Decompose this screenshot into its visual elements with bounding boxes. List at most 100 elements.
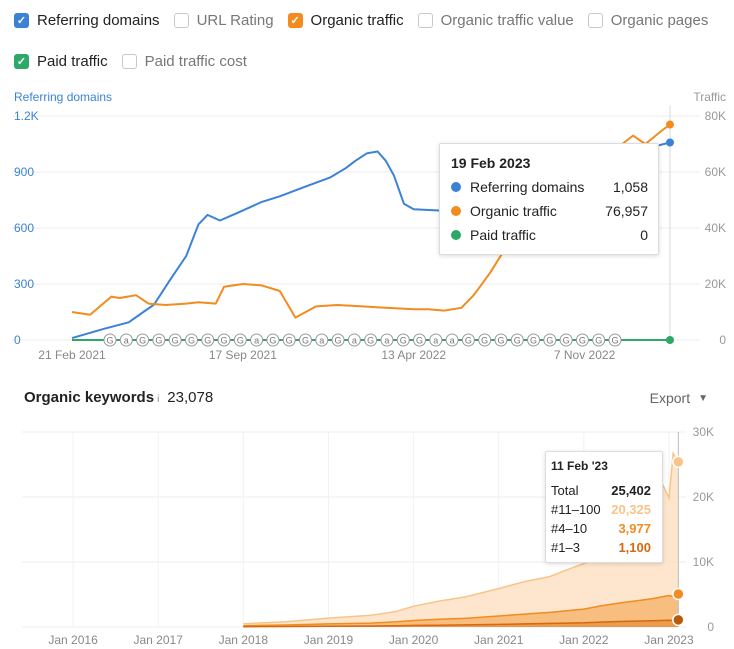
organic-keywords-header: Organic keywords i 23,078	[24, 389, 213, 406]
x-tick-label: Jan 2017	[134, 633, 184, 647]
x-tick-label: Jan 2023	[644, 633, 694, 647]
annotation-marker	[168, 333, 182, 347]
annotation-marker	[543, 333, 557, 347]
organic-keywords-title: Organic keywords	[24, 389, 155, 406]
paid-traffic-dot-icon	[451, 230, 461, 240]
option-referring-domains[interactable]: ✓ Referring domains	[14, 12, 160, 29]
tooltip-row-value: 1,058	[612, 179, 648, 195]
tooltip-row-name: #4–10	[551, 521, 588, 536]
series-end-point-referring-domains	[666, 138, 674, 147]
option-paid-traffic-cost[interactable]: Paid traffic cost	[121, 53, 247, 70]
tooltip-row-value: 3,977	[618, 521, 651, 536]
annotation-marker	[380, 333, 394, 347]
checkbox-checked-icon[interactable]: ✓	[14, 13, 29, 28]
annotation-marker-label: a	[254, 336, 259, 346]
annotation-marker	[119, 333, 133, 347]
annotation-marker-label: G	[563, 336, 570, 346]
tooltip-row-value: 1,100	[618, 540, 651, 555]
checkbox-unchecked-icon[interactable]	[417, 13, 433, 28]
checkbox-unchecked-icon[interactable]	[587, 13, 603, 28]
export-button[interactable]: Export ▼	[650, 390, 708, 406]
series-options-row-2: ✓ Paid traffic Paid traffic cost	[14, 53, 261, 70]
tooltip-row-value: 76,957	[605, 203, 648, 219]
x-tick-label: 21 Feb 2021	[38, 348, 106, 362]
checkbox-checked-icon[interactable]: ✓	[287, 13, 303, 28]
tooltip-row-name: Organic traffic	[470, 203, 557, 219]
checkbox-unchecked-icon[interactable]	[121, 54, 137, 69]
x-tick-label: Jan 2021	[474, 633, 524, 647]
option-paid-traffic[interactable]: ✓ Paid traffic	[14, 53, 108, 70]
annotation-marker-label: G	[172, 336, 179, 346]
y-tick-label: 0	[707, 620, 714, 634]
option-organic-pages[interactable]: Organic pages	[587, 12, 708, 29]
tooltip-row-name: #11–100	[551, 502, 601, 517]
tooltip-row-paid-traffic: Paid traffic 0	[451, 227, 648, 243]
tooltip-row-name: Total	[551, 483, 579, 498]
x-tick-label: Jan 2022	[559, 633, 609, 647]
top-line-chart[interactable]: 1.2K 900 600 300 0 80K 60K 40K 20K 0 21 Feb 2021 17…	[0, 0, 734, 380]
option-url-rating[interactable]: URL Rating	[173, 12, 274, 29]
right-tick-label: 20K	[705, 277, 726, 291]
annotation-marker	[445, 333, 459, 347]
top-chart-tooltip: 19 Feb 2023 Referring domains 1,058 Orga…	[439, 143, 659, 255]
annotation-marker-label: G	[611, 336, 618, 346]
annotation-marker-label: G	[546, 336, 553, 346]
annotation-marker-label: G	[269, 336, 276, 346]
annotation-marker	[298, 333, 312, 347]
annotation-marker	[152, 333, 166, 347]
annotation-marker	[331, 333, 345, 347]
y-tick-label: 10K	[693, 555, 714, 569]
annotation-marker-label: G	[335, 336, 342, 346]
annotation-marker-label: G	[204, 336, 211, 346]
annotation-marker	[478, 333, 492, 347]
annotation-marker-label: a	[352, 336, 357, 346]
left-tick-label: 600	[14, 221, 34, 235]
right-tick-label: 40K	[705, 221, 726, 235]
keywords-tooltip: 11 Feb '23 Total 25,402 #11–100 20,325 #…	[545, 451, 663, 563]
left-tick-label: 300	[14, 277, 34, 291]
annotation-marker-label: G	[497, 336, 504, 346]
tooltip-row-name: #1–3	[551, 540, 580, 555]
annotation-marker-label: G	[465, 336, 472, 346]
series-end-point-paid-traffic	[666, 336, 674, 344]
annotation-marker	[608, 333, 622, 347]
series-end-point-organic-traffic	[666, 120, 674, 129]
right-tick-label: 80K	[705, 109, 726, 123]
annotation-marker-label: G	[367, 336, 374, 346]
organic-keywords-count: 23,078	[167, 389, 214, 406]
area-1-3	[243, 619, 679, 627]
annotation-marker-label: G	[481, 336, 488, 346]
annotation-marker	[217, 333, 231, 347]
option-label: Paid traffic	[37, 53, 108, 70]
tooltip-row-value: 20,325	[611, 502, 651, 517]
annotation-marker	[136, 333, 150, 347]
checkbox-checked-icon[interactable]: ✓	[14, 54, 29, 69]
option-organic-traffic-value[interactable]: Organic traffic value	[417, 12, 574, 29]
annotation-marker	[364, 333, 378, 347]
area-line-1-3	[243, 619, 679, 628]
annotation-marker	[575, 333, 589, 347]
tooltip-row-referring-domains: Referring domains 1,058	[451, 179, 648, 195]
option-label: Referring domains	[37, 12, 160, 29]
annotation-marker	[396, 333, 410, 347]
annotation-marker	[592, 333, 606, 347]
annotation-marker	[527, 333, 541, 347]
info-icon[interactable]: i	[157, 394, 160, 405]
right-tick-label: 60K	[705, 165, 726, 179]
annotation-marker-label: a	[384, 336, 389, 346]
keywords-tooltip-row-total: Total 25,402	[551, 483, 651, 498]
export-label: Export	[649, 390, 691, 406]
checkbox-unchecked-icon[interactable]	[173, 13, 189, 28]
x-tick-label: Jan 2018	[219, 633, 269, 647]
annotation-marker	[315, 333, 329, 347]
left-tick-label: 1.2K	[14, 109, 39, 123]
option-label: URL Rating	[196, 12, 274, 29]
annotation-marker	[429, 333, 443, 347]
annotation-marker-label: G	[221, 336, 228, 346]
annotation-marker	[461, 333, 475, 347]
y-tick-label: 30K	[693, 425, 714, 439]
area-4-10	[243, 594, 679, 627]
referring-domains-dot-icon	[451, 182, 461, 192]
annotation-marker-label: G	[579, 336, 586, 346]
option-organic-traffic[interactable]: ✓ Organic traffic	[287, 12, 404, 29]
